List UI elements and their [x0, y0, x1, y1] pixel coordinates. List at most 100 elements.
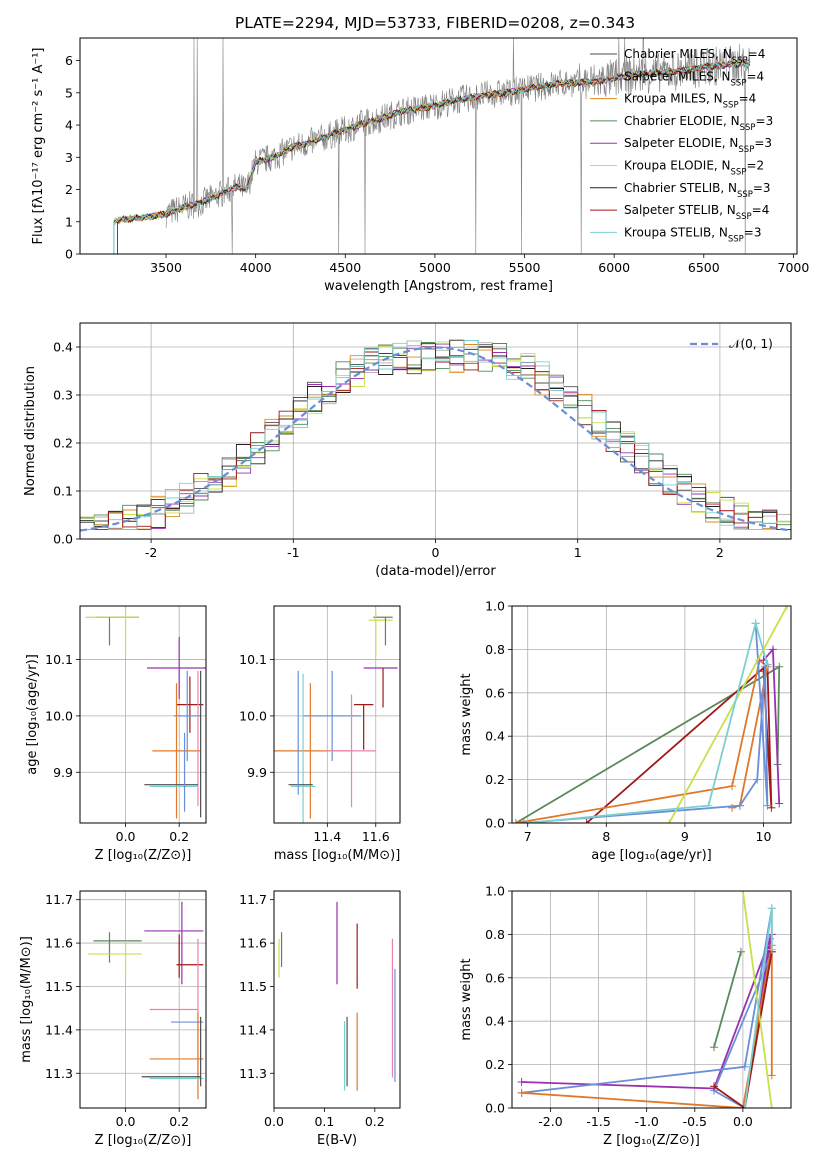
y-tick-label: 11.6	[239, 936, 267, 951]
mw-age-line	[527, 619, 769, 823]
axes-frame	[273, 605, 401, 824]
x-tick-label: 0.0	[264, 1114, 284, 1129]
x-axis-label: (data-model)/error	[375, 564, 496, 579]
panel-spectrum: 3500 4000 4500 5000 5500 6000 6500 7000 0 1 2 3 4 5 6 w…	[31, 37, 810, 294]
plot-area	[278, 901, 396, 1091]
y-tick-label: 10.0	[239, 708, 267, 723]
y-tick-label: 1.0	[485, 599, 505, 614]
plot-layer: 3500 4000 4500 5000 5500 6000 6500 7000 0 1 2 3 4 5 6 w…	[19, 37, 810, 1148]
y-tick-label: 0	[65, 247, 73, 262]
hist-chabrier_stelib	[80, 339, 791, 539]
x-tick-label: -0.5	[683, 1114, 707, 1129]
mw-age-line	[668, 606, 788, 823]
legend-entry: Chabrier MILES, NSSP=4	[624, 47, 765, 66]
x-tick-label: 0.2	[365, 1114, 385, 1129]
y-tick-label: 11.5	[45, 979, 73, 994]
axes-frame	[79, 322, 792, 540]
x-tick-label: -2.0	[538, 1114, 562, 1129]
y-tick-label: 1.0	[485, 884, 505, 899]
plot-area	[113, 38, 751, 254]
axes-frame	[273, 890, 401, 1109]
y-tick-label: 11.7	[239, 892, 267, 907]
y-tick-label: 0.8	[485, 642, 505, 657]
panel-mass_vs_EBV: 0.0 0.1 0.2 11.3 11.4 11.5 11.6 11.7 E(B-V)	[239, 890, 401, 1148]
x-tick-label: -1.0	[634, 1114, 658, 1129]
x-tick-label: 6000	[598, 260, 630, 275]
y-tick-label: 10.0	[45, 708, 73, 723]
model-spectrum-chabrier_elodie	[113, 58, 750, 254]
x-tick-label: 8	[602, 829, 610, 844]
y-tick-label: 0.6	[485, 685, 505, 700]
plot-area	[274, 611, 398, 823]
mw-age-line	[523, 623, 769, 823]
model-spectrum-kroupa_stelib	[113, 60, 751, 254]
y-tick-label: 9.9	[247, 765, 267, 780]
x-axis-label: Z [log₁₀(Z/Z⊙)]	[95, 1133, 192, 1148]
y-tick-label: 0.3	[53, 388, 73, 403]
x-tick-label: 7000	[778, 260, 810, 275]
y-tick-label: 0.1	[53, 484, 73, 499]
x-tick-label: 0.0	[116, 1114, 136, 1129]
y-tick-label: 0.2	[485, 1057, 505, 1072]
y-tick-label: 2	[65, 182, 73, 197]
plot-area	[80, 339, 791, 539]
x-tick-label: 0	[432, 545, 440, 560]
y-tick-label: 11.3	[239, 1066, 267, 1081]
y-tick-label: 0.6	[485, 970, 505, 985]
y-tick-label: 10.1	[45, 652, 73, 667]
y-axis-label: Flux [fλ10⁻¹⁷ erg cm⁻² s⁻¹ A⁻¹]	[31, 48, 46, 245]
legend-entry: Salpeter MILES, NSSP=4	[624, 69, 764, 88]
mw-z-line	[713, 951, 742, 1048]
legend-entry: Chabrier ELODIE, NSSP=3	[624, 114, 773, 133]
x-axis-label: mass [log₁₀(M/M⊙)]	[274, 848, 401, 863]
y-tick-label: 11.4	[239, 1022, 267, 1037]
plot-area	[512, 606, 791, 823]
x-tick-label: 1	[574, 545, 582, 560]
panel-age_vs_Z: 0.0 0.2 9.9 10.0 10.1 Z [log₁₀(Z/Z⊙)] age [log…	[25, 605, 207, 863]
y-tick-label: 0.4	[53, 340, 73, 355]
normal-curve	[80, 346, 791, 532]
axes-frame	[511, 605, 792, 824]
x-axis-label: Z [log₁₀(Z/Z⊙)]	[95, 848, 192, 863]
x-tick-label: 9	[681, 829, 689, 844]
x-axis-label: wavelength [Angstrom, rest frame]	[324, 279, 553, 294]
model-spectrum-kroupa_elodie	[113, 60, 750, 254]
x-tick-label: 11.6	[362, 829, 390, 844]
y-tick-label: 11.5	[239, 979, 267, 994]
spectrum-legend: Chabrier MILES, NSSP=4 Salpeter MILES, NS…	[590, 47, 773, 244]
y-axis-label: mass [log₁₀(M/M⊙)]	[19, 936, 34, 1063]
mw-age-line	[586, 662, 773, 823]
y-axis-label: Normed distribution	[23, 366, 38, 496]
axes-frame	[79, 37, 798, 255]
mw-z-line	[742, 891, 773, 1108]
y-tick-label: 11.4	[45, 1022, 73, 1037]
x-tick-label: -2	[145, 545, 157, 560]
hist-kroupa_stelib	[80, 340, 791, 539]
y-tick-label: 0.8	[485, 927, 505, 942]
mw-z-line	[713, 951, 773, 1108]
x-tick-label: 10	[756, 829, 772, 844]
x-tick-label: 0.2	[169, 829, 189, 844]
x-tick-label: 0.2	[169, 1114, 189, 1129]
x-tick-label: 5000	[419, 260, 451, 275]
y-tick-label: 6	[65, 53, 73, 68]
x-tick-label: 4500	[329, 260, 361, 275]
x-tick-label: 0.0	[733, 1114, 753, 1129]
y-tick-label: 0.4	[485, 1014, 505, 1029]
x-tick-label: 4000	[240, 260, 272, 275]
x-tick-label: 5500	[509, 260, 541, 275]
legend-entry: 𝒩(0, 1)	[729, 337, 773, 351]
plot-area	[517, 891, 776, 1108]
x-tick-label: 0.0	[116, 829, 136, 844]
y-tick-label: 11.7	[45, 892, 73, 907]
panel-age_vs_mass: 11.4 11.6 9.9 10.0 10.1 mass [log₁₀(M/M⊙)]	[239, 605, 401, 863]
x-tick-label: 7	[524, 829, 532, 844]
x-axis-label: E(B-V)	[317, 1133, 357, 1148]
model-spectrum-salpeter_stelib	[117, 58, 751, 254]
y-axis-label: mass weight	[459, 958, 474, 1040]
plot-area	[85, 608, 206, 819]
panel-massweight_vs_age: 7 8 9 10 0.0 0.2 0.4 0.6 0.8 1.0 age [log₁₀(age/yr…	[459, 599, 792, 863]
legend-entry: Salpeter STELIB, NSSP=4	[624, 203, 769, 222]
y-tick-label: 0.2	[485, 772, 505, 787]
